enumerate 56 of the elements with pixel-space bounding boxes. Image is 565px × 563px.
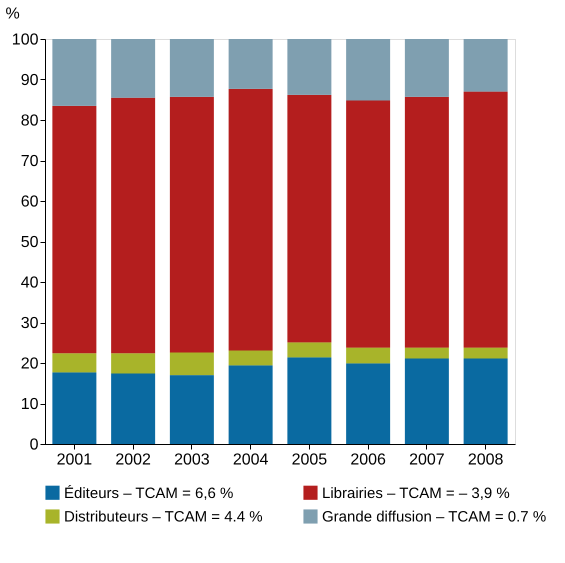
x-tick-label: 2004 — [232, 452, 269, 468]
bar — [464, 358, 508, 444]
bar — [287, 342, 332, 358]
bar — [346, 363, 390, 444]
bar — [404, 348, 449, 359]
bar — [170, 96, 214, 352]
bar — [228, 88, 273, 350]
x-tick-label: 2008 — [468, 452, 504, 468]
bar — [287, 94, 332, 342]
y-tick-label: 50 — [20, 234, 39, 251]
legend-label: Éditeurs – TCAM = 6,6 % — [64, 484, 234, 502]
y-tick-label: 40 — [20, 274, 39, 292]
bar — [464, 39, 508, 92]
bar — [52, 39, 96, 106]
y-tick-label: 70 — [20, 153, 39, 170]
bar — [228, 365, 273, 444]
legend-label: Distributeurs – TCAM = 4.4 % — [64, 508, 263, 526]
y-tick-label: 0 — [30, 436, 39, 454]
bar — [170, 352, 214, 376]
x-tick-label: 2001 — [56, 452, 92, 468]
bar — [111, 39, 156, 98]
bar — [287, 357, 332, 444]
bar — [52, 106, 96, 354]
bar — [404, 96, 449, 348]
x-tick-label: 2005 — [292, 452, 328, 468]
y-tick-label: 60 — [20, 194, 39, 210]
y-tick-label: 10 — [20, 396, 39, 413]
legend-label: Librairies – TCAM = – 3,9 % — [322, 484, 510, 502]
y-tick-label: 80 — [20, 112, 39, 130]
bar — [111, 98, 156, 354]
y-tick-label: 20 — [20, 356, 39, 372]
x-tick-label: 2002 — [115, 452, 152, 468]
bar — [111, 374, 156, 444]
y-tick-label: 30 — [20, 315, 39, 332]
bar — [52, 353, 96, 372]
bar — [52, 372, 96, 444]
y-tick-label: 100 — [12, 32, 39, 48]
bar — [228, 350, 273, 366]
bar — [346, 39, 390, 101]
bar — [228, 39, 273, 89]
bar — [346, 100, 390, 348]
bar — [287, 39, 332, 95]
bar — [464, 92, 508, 348]
legend-label: Grande diffusion – TCAM = 0.7 % — [322, 508, 546, 526]
y-axis-title: % — [6, 6, 20, 22]
y-tick-label: 90 — [20, 72, 39, 89]
bar — [111, 353, 156, 374]
bar — [170, 375, 214, 444]
bar — [464, 348, 508, 359]
bar — [346, 348, 390, 364]
x-tick-label: 2003 — [174, 452, 210, 468]
bar — [404, 358, 449, 444]
x-tick-label: 2007 — [409, 452, 445, 468]
bar — [170, 39, 214, 97]
x-tick-label: 2006 — [350, 452, 386, 468]
bar — [404, 39, 449, 97]
